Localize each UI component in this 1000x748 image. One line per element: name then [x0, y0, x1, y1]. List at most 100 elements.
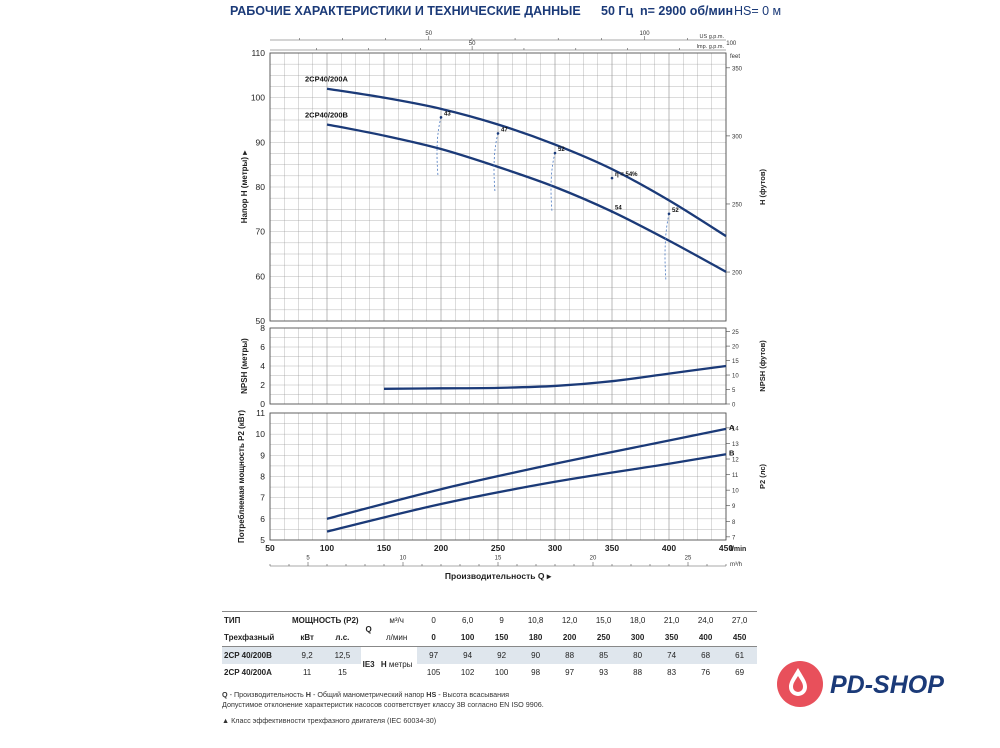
suction-height-label: HS= 0 м	[734, 4, 782, 18]
y-axis-label: NPSH (метры)	[240, 338, 249, 394]
logo-text: PD-SHOP	[830, 671, 944, 699]
q-m3h-1: 6,0	[450, 611, 485, 629]
q-m3h-8: 24,0	[688, 611, 723, 629]
x2-tick-label: 10	[400, 556, 407, 562]
head-chart: 50 60 70 80 90 100 110 200 250 300 350 Напор H (мет…	[240, 31, 767, 326]
head-value: 80	[620, 646, 655, 664]
y2-tick-label: 9	[732, 504, 736, 510]
y-tick-label: 8	[260, 323, 265, 333]
x2-unit-label: m³/h	[730, 562, 742, 568]
y2-tick-label: 350	[732, 66, 743, 72]
series-label: 2CP40/200A	[305, 75, 349, 84]
q-lmin-4: 200	[562, 633, 577, 642]
top-axis-tick-label: 100	[726, 41, 737, 47]
y2-tick-label: 15	[732, 359, 739, 365]
top-axis-tick-label: 50	[425, 31, 432, 37]
y2-tick-label: 8	[732, 520, 736, 526]
q-m3h-4: 12,0	[552, 611, 587, 629]
y-tick-label: 9	[260, 450, 265, 460]
x-tick-label: 150	[377, 543, 391, 553]
efficiency-isoline	[664, 213, 670, 282]
y2-tick-label: 250	[732, 202, 743, 208]
col-type-header: ТИП	[222, 611, 290, 629]
y2-tick-label: 7	[732, 535, 736, 541]
head-value: 69	[735, 668, 745, 677]
q-abbr: Q	[222, 690, 228, 699]
h-abbr: H	[305, 690, 311, 699]
kw-unit: кВт	[300, 633, 314, 642]
head-value: 76	[701, 668, 711, 677]
y-tick-label: 6	[260, 342, 265, 352]
head-value: 74	[654, 646, 689, 664]
head-value: 92	[484, 646, 519, 664]
spec-table: ТИП МОЩНОСТЬ (P2) Q м³/ч 0 6,0 9 10,8 12…	[222, 611, 757, 681]
x-axis-label: Производительность Q ▸	[445, 571, 552, 581]
efficiency-point	[667, 212, 671, 216]
pd-shop-logo: PD-SHOP	[777, 661, 944, 707]
head-value: 102	[460, 668, 475, 677]
y-tick-label: 11	[256, 408, 265, 418]
efficiency-label: 52	[672, 208, 679, 214]
y-tick-label: 5	[260, 535, 265, 545]
ie-class: IE3	[360, 646, 377, 681]
q-lmin-5: 250	[596, 633, 611, 642]
efficiency-isoline	[493, 133, 499, 193]
efficiency-point	[496, 132, 500, 135]
plot-frame	[269, 52, 727, 322]
table-row: 2CP 40/200A 11 15 105 102 100 98 97 93 8…	[222, 664, 757, 681]
head-value: 90	[518, 646, 553, 664]
power-hp: 12,5	[324, 646, 361, 664]
q-lmin-2: 150	[494, 633, 509, 642]
x-tick-label: 300	[548, 543, 562, 553]
head-value: 88	[552, 646, 587, 664]
top-axis-tick-label: 100	[640, 31, 651, 37]
y2-axis-label: NPSH (футов)	[758, 340, 767, 392]
y2-tick-label: 11	[732, 473, 739, 479]
q-m3h-3: 10,8	[518, 611, 553, 629]
series-label: 2CP40/200B	[305, 110, 349, 119]
h-desc: - Общий манометрический напор	[310, 690, 427, 699]
y-tick-label: 10	[256, 429, 266, 439]
x-tick-label: 50	[265, 543, 275, 553]
tolerance-note: Допустимое отклонение характеристик насо…	[222, 700, 544, 709]
x2-tick-label: 25	[685, 556, 692, 562]
x-tick-label: 400	[662, 543, 676, 553]
h-unit-cell: H метры	[376, 646, 417, 681]
speed-label: n= 2900 об/мин	[640, 4, 733, 18]
lmin-unit: л/мин	[385, 633, 408, 642]
head-value: 98	[531, 668, 541, 677]
model-name: 2CP 40/200B	[222, 646, 290, 664]
efficiency-point	[439, 116, 443, 119]
efficiency-label: 52	[558, 147, 565, 153]
power-kw: 9,2	[290, 646, 325, 664]
efficiency-isoline	[436, 117, 442, 177]
model-name: 2CP 40/200A	[224, 668, 272, 677]
y2-tick-label: 13	[732, 442, 739, 448]
head-value: 61	[722, 646, 757, 664]
head-value: 97	[565, 668, 575, 677]
y-tick-label: 70	[256, 227, 266, 237]
y-tick-label: 4	[260, 361, 265, 371]
efficiency-label: 47	[501, 127, 508, 133]
y2-tick-label: 300	[732, 134, 743, 140]
y2-tick-label: 0	[732, 403, 736, 409]
y-tick-label: 50	[256, 316, 266, 326]
frequency-label: 50 Гц	[601, 4, 634, 18]
efficiency-point	[610, 210, 614, 213]
y2-tick-label: 200	[732, 271, 743, 277]
y2-tick-label: 5	[732, 388, 736, 394]
head-value: 93	[599, 668, 609, 677]
head-value: 85	[586, 646, 621, 664]
efficiency-label: 54	[615, 206, 622, 212]
y-axis-label: Потребляемая мощность P2 (кВт)	[237, 410, 246, 543]
efficiency-point	[553, 151, 557, 155]
y2-tick-label: 12	[732, 458, 739, 464]
y2-tick-label: 14	[732, 426, 739, 432]
plot-frame	[269, 412, 727, 541]
q-lmin-1: 100	[460, 633, 475, 642]
page-title: РАБОЧИЕ ХАРАКТЕРИСТИКИ И ТЕХНИЧЕСКИЕ ДАН…	[230, 4, 581, 18]
y2-axis-label: H (футов)	[758, 169, 767, 205]
x2-tick-label: 20	[590, 556, 597, 562]
m3h-unit: м³/ч	[376, 611, 417, 629]
q-lmin-8: 400	[698, 633, 713, 642]
